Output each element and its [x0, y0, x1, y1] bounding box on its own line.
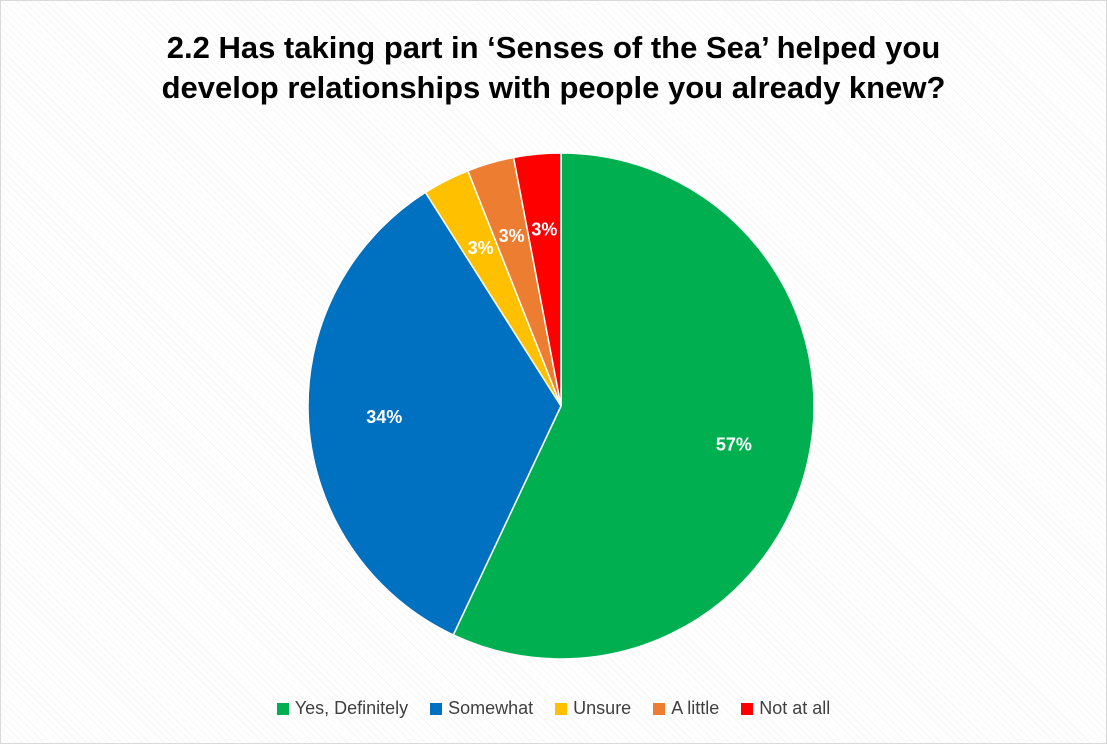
- pie-slice-yes-definitely: [452, 152, 815, 660]
- chart-title: 2.2 Has taking part in ‘Senses of the Se…: [0, 28, 1107, 108]
- pie-slice-somewhat: [307, 191, 562, 636]
- legend-item-not-at-all: Not at all: [741, 698, 830, 719]
- chart-title-line-2: develop relationships with people you al…: [161, 70, 946, 105]
- data-label-somewhat: 34%: [366, 407, 402, 427]
- data-label-not-at-all: 3%: [531, 220, 557, 240]
- legend-swatch: [276, 702, 289, 715]
- legend-item-yes-definitely: Yes, Definitely: [276, 698, 409, 719]
- pie-slice-not-at-all: [512, 152, 562, 407]
- legend: Yes, Definitely Somewhat Unsure A little Not…: [0, 698, 1107, 719]
- legend-item-a-little: A little: [653, 698, 719, 719]
- data-label-yes-definitely: 57%: [716, 435, 752, 455]
- legend-label: Not at all: [759, 698, 831, 718]
- data-label-unsure: 3%: [468, 238, 494, 258]
- legend-swatch: [555, 702, 568, 715]
- legend-swatch: [430, 702, 443, 715]
- pie-slices: [307, 152, 815, 660]
- pie-labels: 57%34%3%3% 3%: [366, 220, 752, 455]
- legend-item-somewhat: Somewhat: [430, 698, 533, 719]
- legend-item-unsure: Unsure: [555, 698, 631, 719]
- legend-label: Somewhat: [448, 698, 534, 718]
- legend-label: Unsure: [573, 698, 632, 718]
- data-label-a-little: 3%: [499, 226, 525, 246]
- chart-title-line-1: 2.2 Has taking part in ‘Senses of the Se…: [166, 30, 941, 65]
- legend-swatch: [653, 702, 666, 715]
- legend-label: Yes, Definitely: [294, 698, 409, 718]
- legend-swatch: [741, 702, 754, 715]
- legend-label: A little: [671, 698, 720, 718]
